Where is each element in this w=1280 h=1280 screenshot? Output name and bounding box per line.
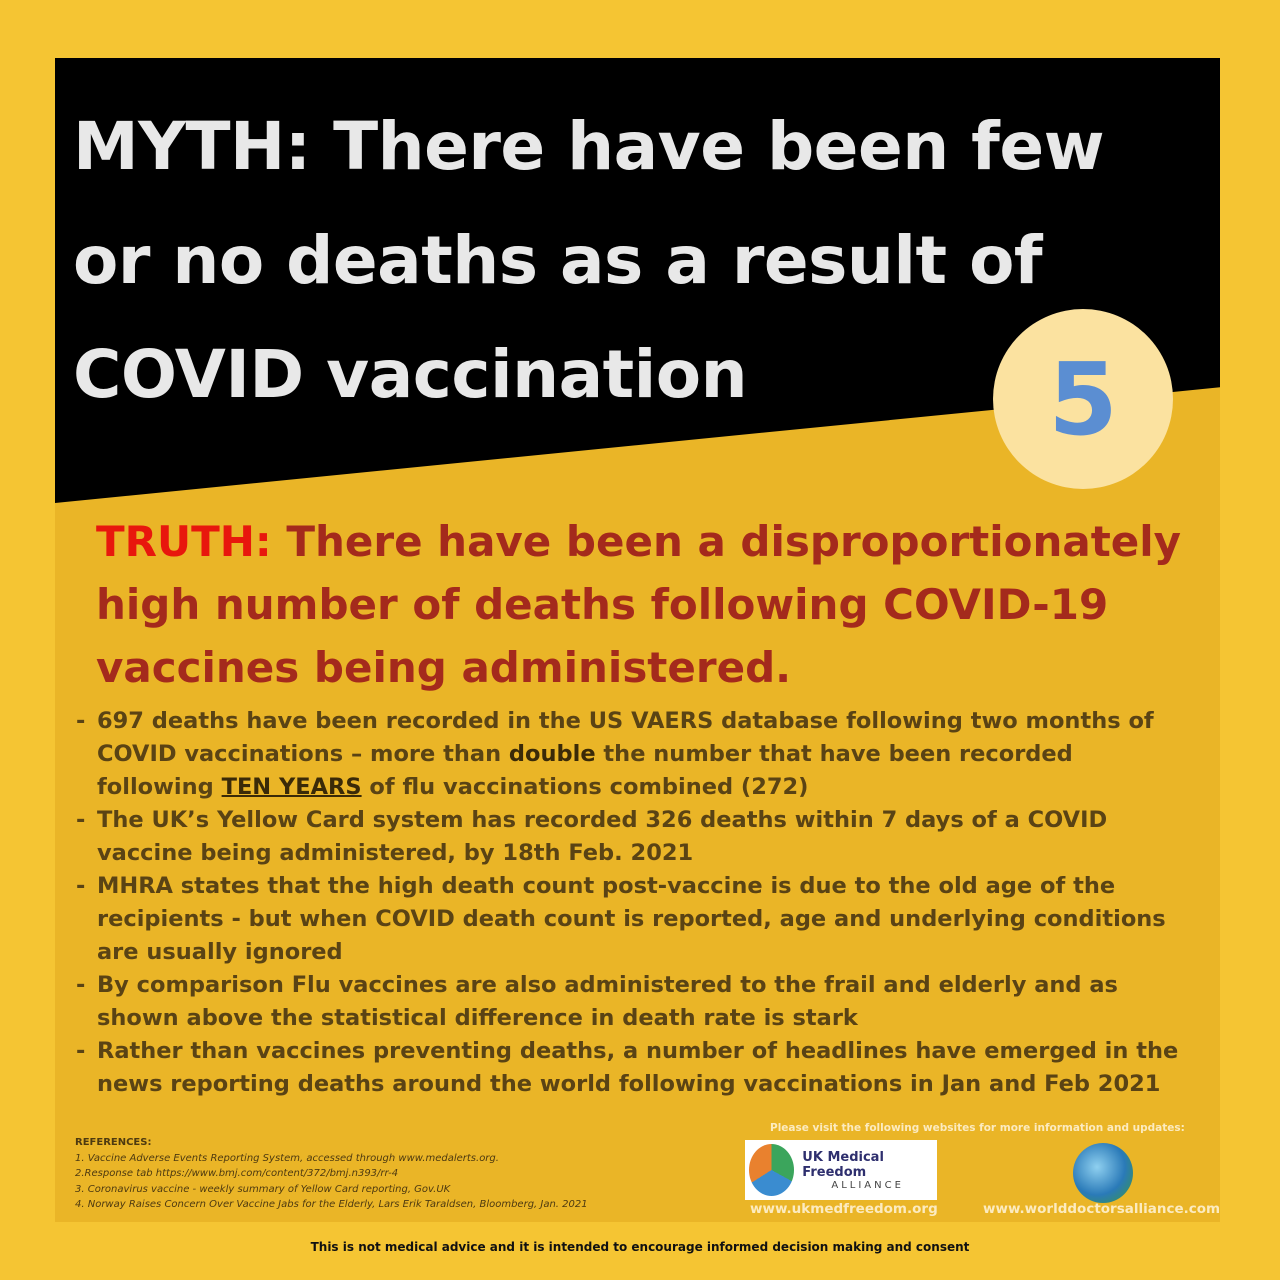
ukmfa-link[interactable]: www.ukmedfreedom.org (750, 1201, 938, 1217)
medical-cross-logo-icon (749, 1144, 795, 1196)
fact-list: 697 deaths have been recorded in the US … (76, 705, 1196, 1101)
bullet-text: the number that have been recorded follo… (97, 741, 1073, 800)
reference-item: 1. Vaccine Adverse Events Reporting Syst… (75, 1152, 499, 1164)
visit-text: Please visit the following websites for … (770, 1122, 1185, 1134)
disclaimer: This is not medical advice and it is int… (310, 1240, 970, 1254)
references-heading: REFERENCES: (75, 1137, 152, 1148)
truth-statement: TRUTH: There have been a disproportionat… (96, 510, 1206, 699)
list-item: Rather than vaccines preventing deaths, … (76, 1035, 1196, 1101)
ukmfa-logo: UK Medical Freedom ALLIANCE (745, 1140, 937, 1200)
wda-link[interactable]: www.worlddoctorsalliance.com (983, 1201, 1221, 1217)
globe-logo-icon (1073, 1143, 1133, 1203)
reference-item: 3. Coronavirus vaccine - weekly summary … (75, 1183, 451, 1195)
myth-title: MYTH: There have been few or no deaths a… (73, 108, 1105, 413)
truth-text: There have been a disproportionately hig… (96, 517, 1182, 692)
references: REFERENCES: 1. Vaccine Adverse Events Re… (75, 1135, 588, 1213)
reference-item: 2.Response tab https://www.bmj.com/conte… (75, 1168, 399, 1179)
reference-item: 4. Norway Raises Concern Over Vaccine Ja… (75, 1199, 588, 1210)
list-item: 697 deaths have been recorded in the US … (76, 705, 1196, 804)
emphasis-text: double (508, 741, 596, 767)
truth-label: TRUTH: (96, 517, 272, 566)
list-item: MHRA states that the high death count po… (76, 870, 1196, 969)
bullet-text: 697 deaths have been recorded in the US … (97, 708, 1154, 767)
bullet-text: of flu vaccinations combined (272) (361, 774, 809, 800)
underlined-text: TEN YEARS (221, 774, 362, 800)
ukmfa-name: UK Medical Freedom (802, 1149, 884, 1180)
number-badge: 5 (993, 309, 1173, 489)
list-item: By comparison Flu vaccines are also admi… (76, 969, 1196, 1035)
ukmfa-subtitle: ALLIANCE (831, 1179, 904, 1191)
list-item: The UK’s Yellow Card system has recorded… (76, 804, 1196, 870)
